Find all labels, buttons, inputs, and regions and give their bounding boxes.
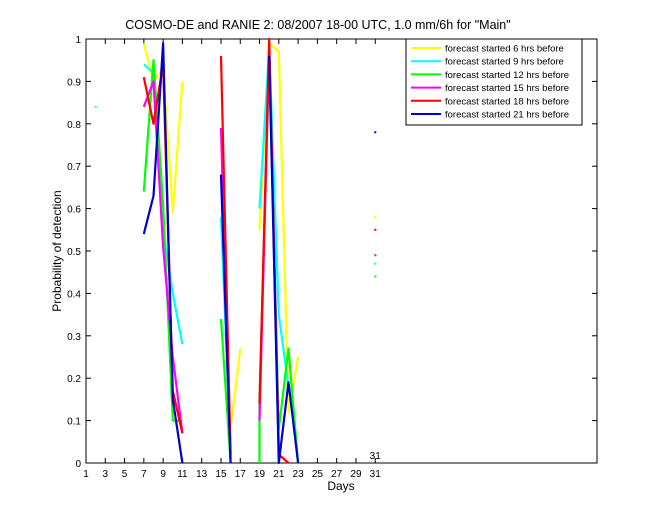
x-tick-label: 31: [370, 469, 382, 480]
series-6: [142, 42, 377, 465]
y-tick-label: 0.8: [67, 120, 81, 131]
x-tick-label: 9: [160, 469, 166, 480]
y-tick-label: 0.9: [67, 77, 81, 88]
y-tick-label: 0.2: [67, 374, 81, 385]
legend-label: forecast started 18 hrs before: [445, 96, 569, 107]
series-line: [268, 55, 300, 465]
legend-box: [405, 38, 583, 126]
legend: forecast started 6 hrs before forecast st…: [405, 38, 583, 126]
data-point: [374, 254, 377, 257]
y-tick-label: 0.6: [67, 205, 81, 216]
data-point: [94, 105, 97, 108]
x-tick-label: 23: [293, 469, 305, 480]
y-tick-label: 0.5: [67, 247, 81, 258]
x-tick-label: 29: [350, 469, 362, 480]
series-line: [229, 348, 242, 430]
data-point: [374, 262, 377, 265]
x-tick-label: 7: [141, 469, 147, 480]
x-tick-label-extra: 31: [370, 451, 382, 462]
legend-label: forecast started 9 hrs before: [445, 57, 564, 68]
y-tick-label: 0.4: [67, 289, 81, 300]
legend-label: forecast started 15 hrs before: [445, 83, 569, 94]
x-tick-label: 15: [215, 469, 227, 480]
x-tick-label: 11: [177, 469, 188, 480]
series-line: [258, 46, 290, 387]
x-axis-label: Days: [327, 479, 354, 493]
x-tick-label: 17: [235, 469, 247, 480]
y-tick-label: 0.7: [67, 162, 81, 173]
y-tick-label: 1: [75, 35, 81, 46]
legend-label: forecast started 6 hrs before: [445, 44, 564, 55]
y-tick-label: 0: [75, 459, 81, 470]
x-tick-label: 3: [103, 469, 109, 480]
series-line: [219, 174, 232, 464]
series-layer: [94, 37, 377, 465]
data-point: [374, 275, 377, 278]
chart-title: COSMO-DE and RANIE 2: 08/2007 18-00 UTC,…: [125, 18, 510, 32]
y-tick-label: 0.1: [67, 417, 81, 428]
y-tick-label: 0.3: [67, 332, 81, 343]
legend-label: forecast started 21 hrs before: [445, 110, 569, 121]
series-line: [142, 42, 184, 464]
x-tick-label: 1: [83, 469, 89, 480]
x-tick-label: 25: [312, 469, 324, 480]
x-tick-label: 27: [331, 469, 343, 480]
x-tick-label: 21: [273, 469, 285, 480]
data-point: [374, 216, 377, 219]
y-axis: 0 0.1 0.2 0.3 0.4 0.5 0.6 0.7 0.8 0.9 1: [67, 35, 597, 470]
x-tick-label: 5: [122, 469, 128, 480]
y-axis-label: Probability of detection: [50, 190, 64, 311]
series-line: [142, 80, 184, 434]
data-point: [374, 228, 377, 231]
data-point: [374, 131, 377, 134]
legend-label: forecast started 12 hrs before: [445, 70, 569, 81]
x-tick-label: 19: [254, 469, 266, 480]
x-tick-label: 13: [196, 469, 208, 480]
